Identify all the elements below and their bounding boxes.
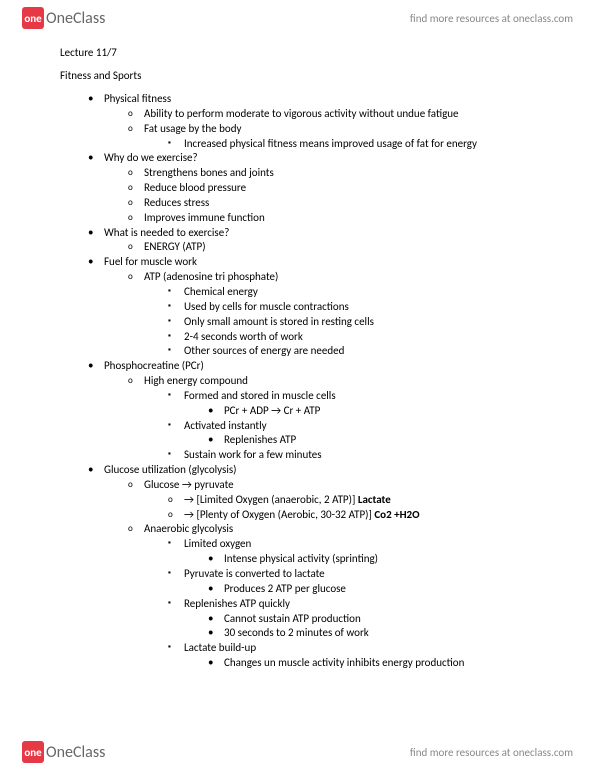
outline-list: Chemical energyUsed by cells for muscle … xyxy=(144,285,535,359)
outline-item: Anaerobic glycolysisLimited oxygenIntens… xyxy=(128,522,535,670)
outline-item: Increased physical fitness means improve… xyxy=(168,137,535,152)
outline-item: Intense physical activity (sprinting) xyxy=(208,552,535,567)
outline-list: Glucose → pyruvate→ [Limited Oxygen (ana… xyxy=(104,478,535,671)
outline-item: Physical fitnessAbility to perform moder… xyxy=(88,92,535,151)
outline-list: ENERGY (ATP) xyxy=(104,240,535,255)
outline-list: ATP (adenosine tri phosphate)Chemical en… xyxy=(104,270,535,359)
outline-item: Replenishes ATP quicklyCannot sustain AT… xyxy=(168,597,535,642)
header: one OneClass find more resources at onec… xyxy=(0,0,595,36)
outline-item: Used by cells for muscle contractions xyxy=(168,300,535,315)
footer: one OneClass find more resources at onec… xyxy=(0,734,595,770)
outline-item: Limited oxygenIntense physical activity … xyxy=(168,537,535,567)
outline-item: Why do we exercise?Strengthens bones and… xyxy=(88,151,535,225)
find-more-link-top[interactable]: find more resources at oneclass.com xyxy=(410,12,573,25)
outline-item: What is needed to exercise?ENERGY (ATP) xyxy=(88,226,535,256)
outline-item: Other sources of energy are needed xyxy=(168,344,535,359)
outline-list: Limited oxygenIntense physical activity … xyxy=(144,537,535,671)
outline-item: ATP (adenosine tri phosphate)Chemical en… xyxy=(128,270,535,359)
outline-item: Changes un muscle activity inhibits ener… xyxy=(208,656,535,671)
outline-item: Activated instantlyReplenishes ATP xyxy=(168,419,535,449)
brand-badge: one xyxy=(22,741,44,763)
outline-item: Phosphocreatine (PCr)High energy compoun… xyxy=(88,359,535,463)
outline-item: 2-4 seconds worth of work xyxy=(168,330,535,345)
outline-list: Produces 2 ATP per glucose xyxy=(184,582,535,597)
find-more-link-bottom[interactable]: find more resources at oneclass.com xyxy=(410,746,573,759)
brand-name: OneClass xyxy=(46,9,105,28)
outline-item: Chemical energy xyxy=(168,285,535,300)
outline-item: → [Plenty of Oxygen (Aerobic, 30-32 ATP)… xyxy=(168,508,535,523)
outline-item: Cannot sustain ATP production xyxy=(208,612,535,627)
outline-item: Glucose utilization (glycolysis)Glucose … xyxy=(88,463,535,671)
outline-list: Formed and stored in muscle cellsPCr + A… xyxy=(144,389,535,463)
outline-item: 30 seconds to 2 minutes of work xyxy=(208,626,535,641)
outline-item: Sustain work for a few minutes xyxy=(168,448,535,463)
outline-list: → [Limited Oxygen (anaerobic, 2 ATP)] La… xyxy=(144,493,535,523)
topic-title: Fitness and Sports xyxy=(60,69,535,82)
brand-badge: one xyxy=(22,7,44,29)
outline-list: Changes un muscle activity inhibits ener… xyxy=(184,656,535,671)
outline-item: ENERGY (ATP) xyxy=(128,240,535,255)
outline-item: Glucose → pyruvate→ [Limited Oxygen (ana… xyxy=(128,478,535,523)
outline-item: Pyruvate is converted to lactateProduces… xyxy=(168,567,535,597)
outline-list: Intense physical activity (sprinting) xyxy=(184,552,535,567)
outline-list: Ability to perform moderate to vigorous … xyxy=(104,107,535,152)
outline-list: Cannot sustain ATP production30 seconds … xyxy=(184,612,535,642)
document-content: Lecture 11/7 Fitness and Sports Physical… xyxy=(0,36,595,711)
brand-logo-footer: one OneClass xyxy=(22,741,105,763)
brand-name: OneClass xyxy=(46,743,105,762)
outline-item: → [Limited Oxygen (anaerobic, 2 ATP)] La… xyxy=(168,493,535,508)
outline-item: Fuel for muscle workATP (adenosine tri p… xyxy=(88,255,535,359)
outline-item: Only small amount is stored in resting c… xyxy=(168,315,535,330)
outline-list: Strengthens bones and jointsReduce blood… xyxy=(104,166,535,225)
outline-item: Fat usage by the bodyIncreased physical … xyxy=(128,122,535,152)
outline-list: PCr + ADP → Cr + ATP xyxy=(184,404,535,419)
outline-list: Increased physical fitness means improve… xyxy=(144,137,535,152)
outline-item: Replenishes ATP xyxy=(208,433,535,448)
outline-item: High energy compoundFormed and stored in… xyxy=(128,374,535,463)
brand-logo: one OneClass xyxy=(22,7,105,29)
lecture-title: Lecture 11/7 xyxy=(60,46,535,59)
outline-item: Strengthens bones and joints xyxy=(128,166,535,181)
outline-item: Improves immune function xyxy=(128,211,535,226)
outline-item: Lactate build-upChanges un muscle activi… xyxy=(168,641,535,671)
outline-item: Formed and stored in muscle cellsPCr + A… xyxy=(168,389,535,419)
outline-root: Physical fitnessAbility to perform moder… xyxy=(60,92,535,671)
outline-item: PCr + ADP → Cr + ATP xyxy=(208,404,535,419)
outline-item: Reduces stress xyxy=(128,196,535,211)
outline-item: Reduce blood pressure xyxy=(128,181,535,196)
outline-item: Ability to perform moderate to vigorous … xyxy=(128,107,535,122)
outline-list: Replenishes ATP xyxy=(184,433,535,448)
outline-list: High energy compoundFormed and stored in… xyxy=(104,374,535,463)
outline-item: Produces 2 ATP per glucose xyxy=(208,582,535,597)
